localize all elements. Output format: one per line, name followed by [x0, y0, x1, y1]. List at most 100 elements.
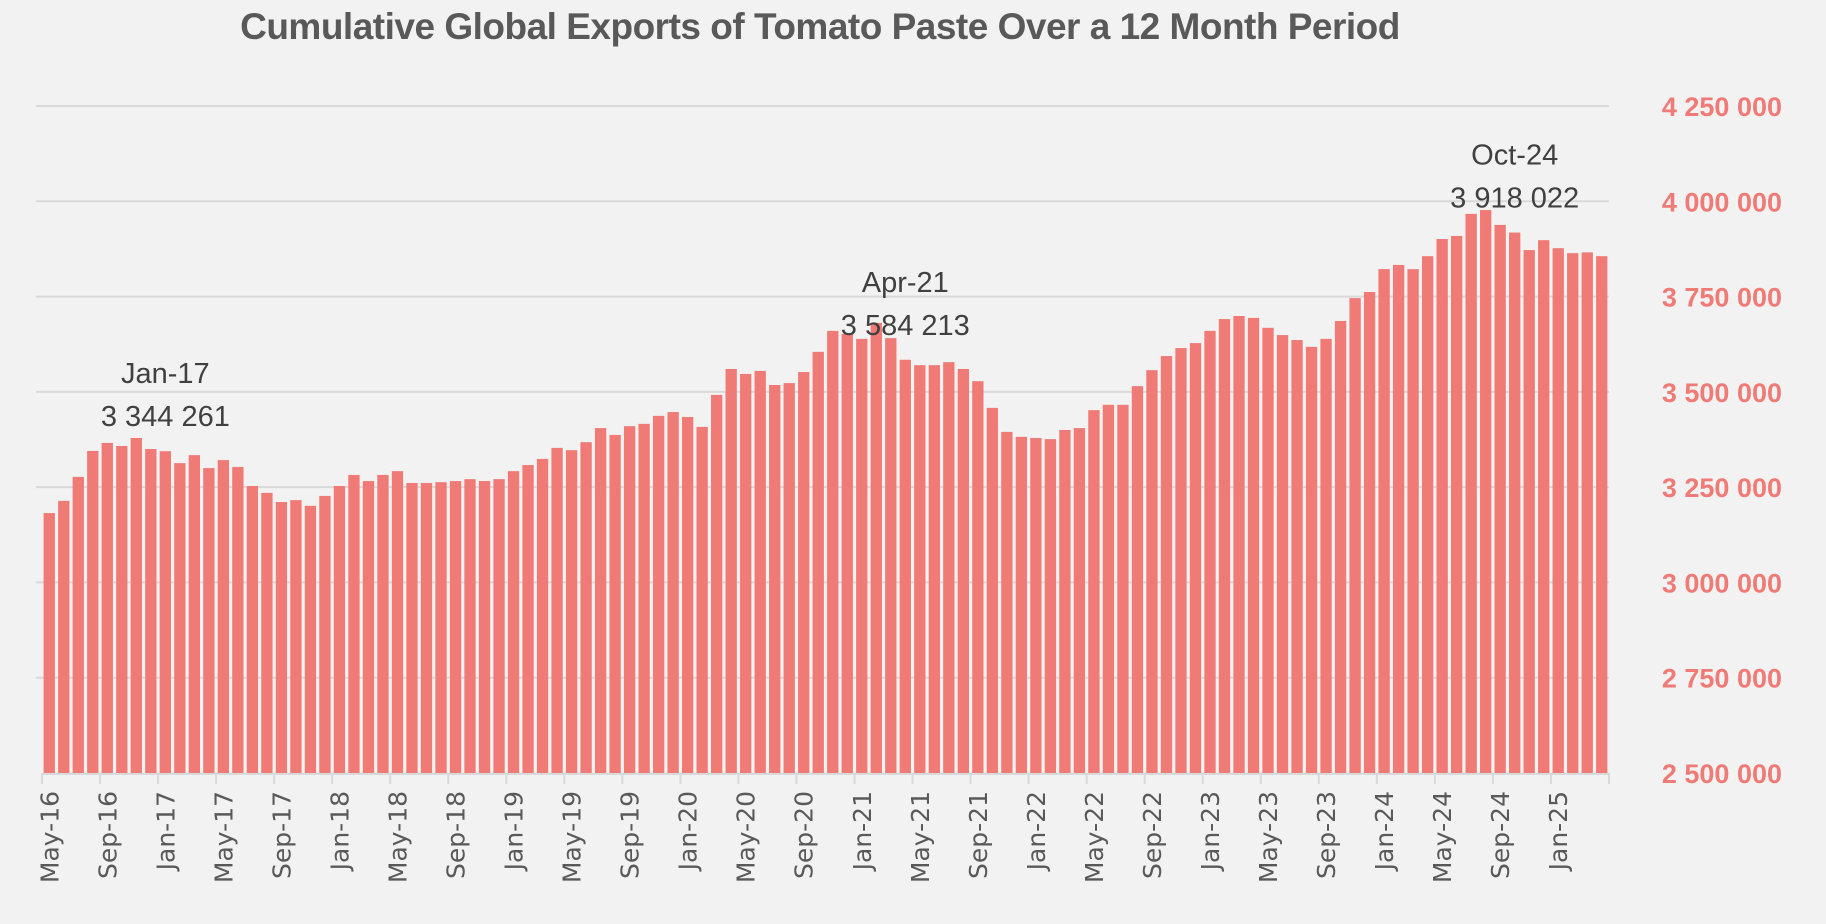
- bar: [130, 437, 142, 773]
- x-tick-label: Jan-18: [325, 791, 354, 872]
- bar: [899, 359, 911, 773]
- bar: [246, 485, 259, 773]
- x-tick-label: May-22: [1080, 791, 1109, 883]
- bar: [594, 428, 607, 773]
- bar: [986, 407, 999, 773]
- bar: [275, 502, 288, 773]
- bar: [1494, 224, 1506, 773]
- bar: [464, 479, 476, 773]
- bar: [362, 481, 375, 773]
- bar: [1334, 320, 1347, 773]
- bar: [232, 466, 244, 773]
- bar: [1436, 239, 1448, 773]
- bar: [682, 417, 694, 773]
- x-tick-label: May-20: [732, 791, 761, 883]
- bar: [348, 474, 360, 773]
- bar: [72, 476, 84, 773]
- bar: [101, 442, 113, 773]
- bar: [1276, 335, 1289, 773]
- bar: [914, 365, 926, 773]
- bar: [696, 426, 708, 773]
- x-tick-label: Jan-21: [848, 791, 877, 872]
- bar: [1378, 269, 1390, 773]
- bar: [261, 492, 273, 773]
- bar: [1291, 340, 1303, 773]
- bar: [290, 500, 302, 773]
- bar: [972, 381, 984, 773]
- bar: [1363, 291, 1376, 773]
- x-tick-label: Jan-17: [151, 791, 180, 872]
- y-tick-label: 3 500 000: [1662, 378, 1782, 408]
- x-tick-label: Sep-19: [616, 791, 645, 879]
- annotation-value: 3 344 261: [101, 401, 230, 433]
- bar: [116, 445, 128, 773]
- bar: [1552, 248, 1564, 774]
- bar: [870, 322, 882, 773]
- bar: [435, 482, 447, 773]
- bar: [841, 333, 853, 773]
- y-tick-label: 3 250 000: [1662, 473, 1782, 503]
- bar: [391, 471, 404, 773]
- bar: [478, 481, 491, 773]
- chart-title: Cumulative Global Exports of Tomato Past…: [240, 6, 1400, 47]
- bar: [1523, 250, 1535, 773]
- x-tick-label: Sep-21: [964, 791, 993, 879]
- bar: [217, 460, 230, 773]
- x-tick-label: Jan-22: [1022, 791, 1051, 872]
- x-tick-label: Sep-24: [1486, 791, 1515, 879]
- bar: [957, 368, 969, 773]
- x-axis: [41, 773, 1610, 784]
- bar: [1233, 316, 1245, 773]
- bar: [885, 338, 897, 773]
- bar: [1450, 235, 1463, 773]
- bar: [928, 365, 940, 773]
- bar: [420, 482, 433, 773]
- bar: [652, 415, 665, 773]
- x-tick-labels: May-16 Sep-16 Jan-17 May-17 Sep-17 Jan-18 May-…: [35, 791, 1573, 883]
- bar: [827, 330, 839, 773]
- annotation-value: 3 918 022: [1450, 183, 1579, 215]
- bar: [377, 474, 389, 773]
- bar: [304, 505, 317, 773]
- bar: [1030, 437, 1042, 773]
- y-tick-label: 3 000 000: [1662, 568, 1782, 598]
- bar: [159, 451, 171, 773]
- x-tick-label: Sep-20: [790, 791, 819, 879]
- x-tick-label: Sep-22: [1138, 791, 1167, 879]
- bar: [754, 370, 766, 773]
- x-tick-label: May-21: [906, 791, 935, 883]
- y-tick-label: 4 250 000: [1662, 92, 1782, 122]
- x-tick-label: May-23: [1254, 791, 1283, 883]
- y-axis: 2 500 000 2 750 000 3 000 000 3 250 000 3 50…: [1662, 92, 1782, 789]
- x-tick-label: Jan-20: [674, 791, 703, 872]
- annotation-label: Oct-24: [1471, 140, 1558, 172]
- bar: [1392, 264, 1405, 773]
- bar: [1320, 338, 1332, 773]
- bar: [1218, 319, 1231, 773]
- bar: [580, 442, 592, 773]
- bar: [1581, 252, 1593, 773]
- bar: [1015, 436, 1028, 773]
- bar: [333, 485, 346, 773]
- bar-series: [43, 210, 1608, 774]
- bar: [943, 362, 955, 773]
- bar: [1538, 240, 1550, 773]
- x-tick-label: May-18: [383, 791, 412, 883]
- x-tick-label: Jan-24: [1370, 791, 1399, 872]
- bar: [1349, 298, 1361, 773]
- x-tick-label: Jan-19: [500, 791, 529, 872]
- x-tick-label: May-16: [35, 791, 64, 883]
- bar: [1407, 269, 1419, 773]
- bar: [638, 423, 650, 773]
- bar: [1001, 431, 1013, 773]
- bar: [812, 351, 824, 773]
- x-tick-label: Sep-23: [1312, 791, 1341, 879]
- bar: [536, 458, 549, 773]
- bar: [449, 481, 462, 773]
- bar: [1305, 346, 1318, 773]
- bar: [609, 434, 621, 773]
- annotation-value: 3 584 213: [841, 310, 970, 342]
- bar: [319, 495, 331, 773]
- x-tick-label: May-19: [558, 791, 587, 883]
- bar: [1175, 348, 1187, 773]
